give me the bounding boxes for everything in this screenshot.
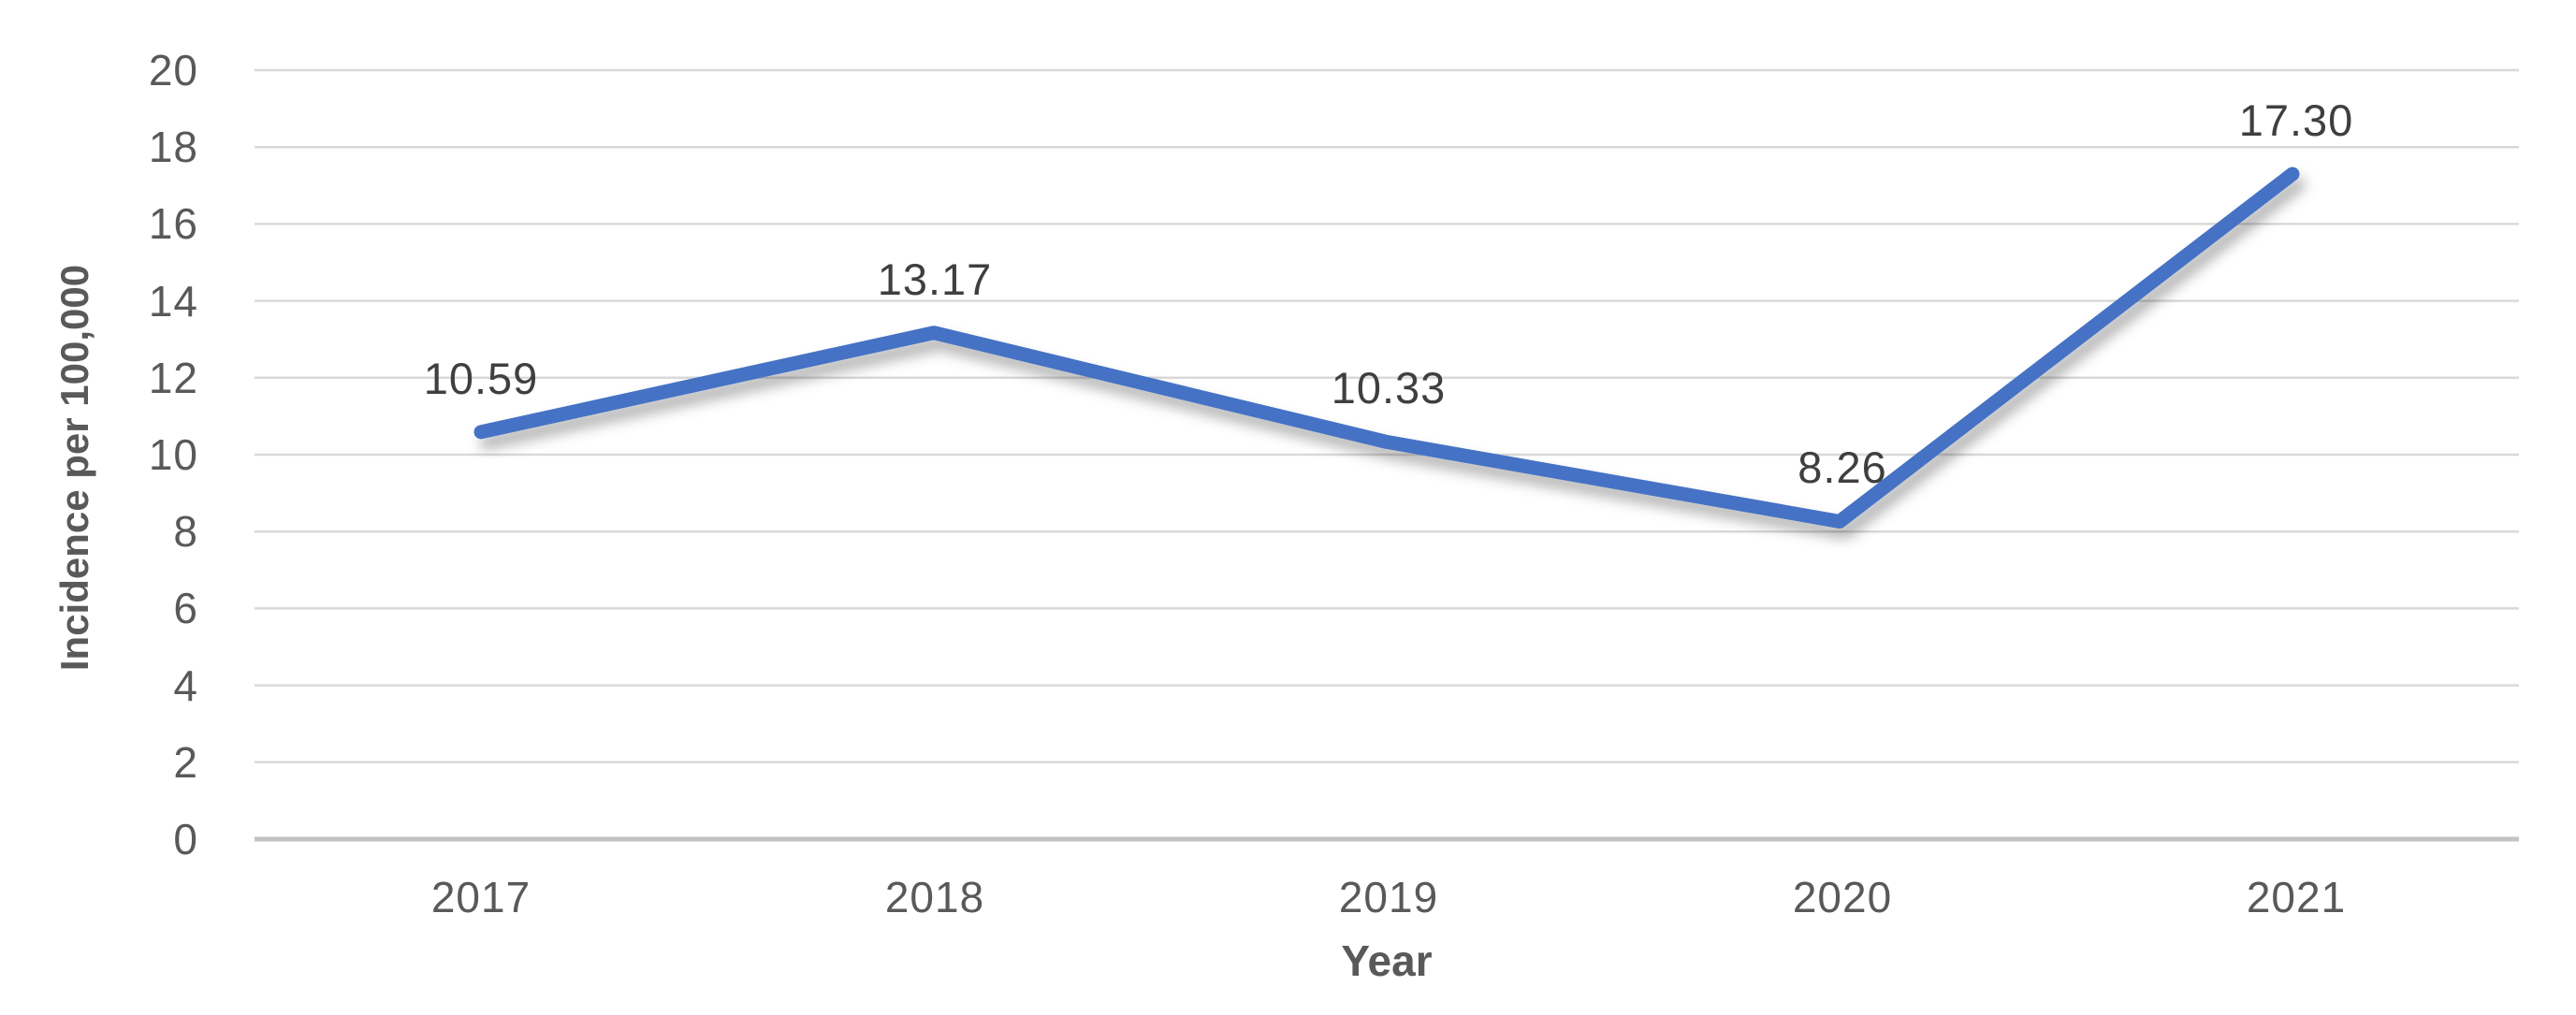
y-tick-label: 4 <box>173 661 198 710</box>
x-tick-label-2021: 2021 <box>2246 873 2347 921</box>
y-tick-label: 18 <box>148 123 198 171</box>
y-tick-label: 20 <box>148 46 198 94</box>
y-tick-label: 0 <box>173 815 198 863</box>
x-tick-label-2017: 2017 <box>430 873 531 921</box>
y-tick-label: 10 <box>148 430 198 479</box>
data-label-2021: 17.30 <box>2238 95 2354 145</box>
x-tick-label-2020: 2020 <box>1792 873 1893 921</box>
data-label-2017: 10.59 <box>423 354 539 403</box>
y-tick-label: 12 <box>148 354 198 402</box>
y-tick-label: 16 <box>148 199 198 248</box>
y-tick-label: 8 <box>173 507 198 556</box>
y-tick-label: 6 <box>173 584 198 632</box>
y-axis-title-text: Incidence per 100,000 <box>52 264 96 672</box>
data-label-2018: 13.17 <box>877 254 993 304</box>
series-line-incidence <box>473 167 2300 529</box>
y-tick-label: 14 <box>148 277 198 326</box>
data-label-2020: 8.26 <box>1797 442 1887 492</box>
y-tick-label: 2 <box>173 738 198 787</box>
x-axis-title: Year <box>1341 936 1433 985</box>
x-tick-label-2018: 2018 <box>884 873 985 921</box>
x-tick-label-2019: 2019 <box>1338 873 1439 921</box>
data-label-2019: 10.33 <box>1331 363 1447 413</box>
